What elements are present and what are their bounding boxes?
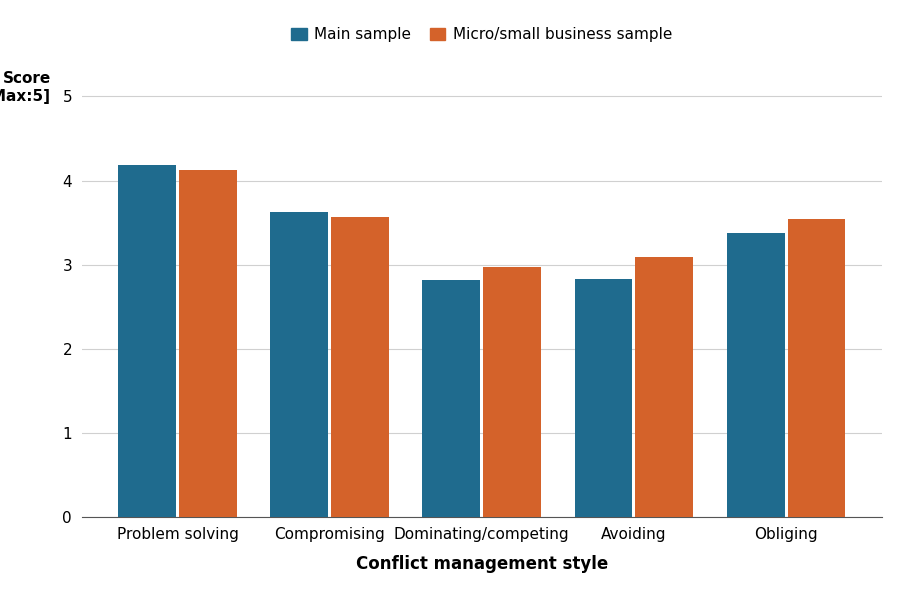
Bar <box>635 257 694 517</box>
Bar <box>726 233 784 517</box>
Bar <box>118 165 176 517</box>
Bar <box>787 219 845 517</box>
Y-axis label: Score
[Max:5]: Score [Max:5] <box>0 71 51 104</box>
Bar <box>423 280 480 517</box>
X-axis label: Conflict management style: Conflict management style <box>355 555 608 573</box>
Bar <box>270 211 328 517</box>
Bar <box>331 217 389 517</box>
Bar <box>574 279 633 517</box>
Bar <box>484 267 541 517</box>
Legend: Main sample, Micro/small business sample: Main sample, Micro/small business sample <box>285 21 678 48</box>
Bar <box>179 170 237 517</box>
